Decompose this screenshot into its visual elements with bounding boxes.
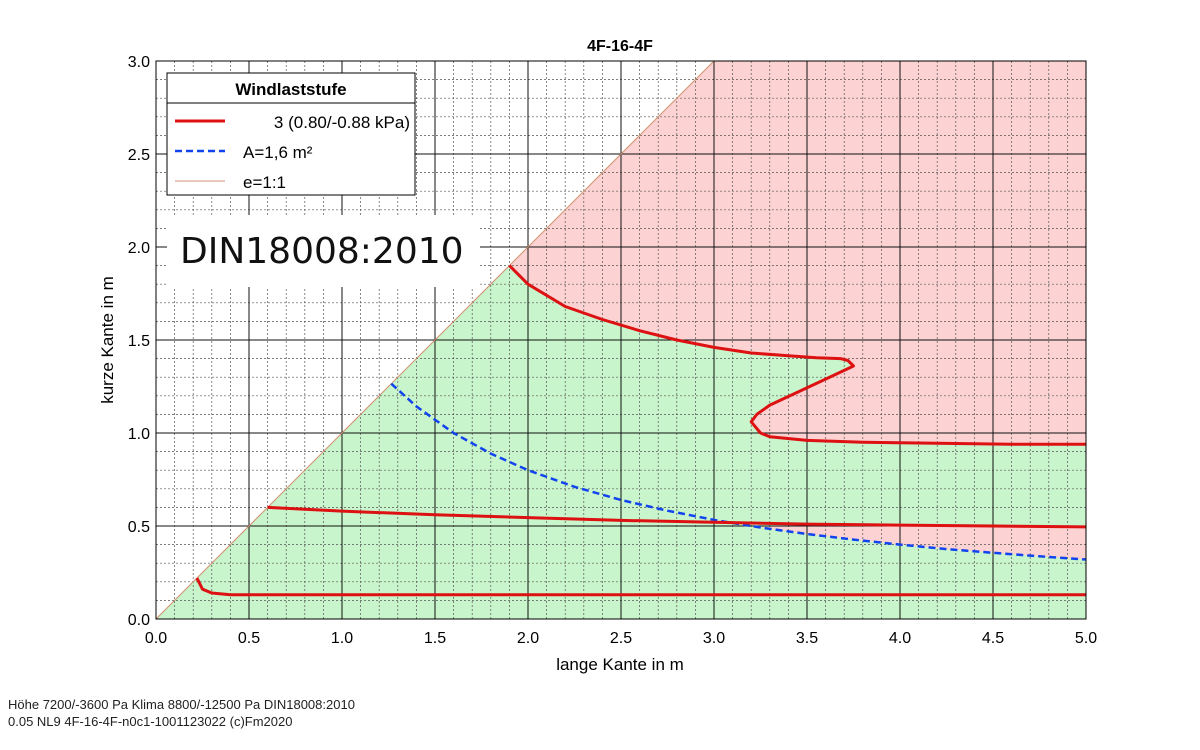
legend: Windlaststufe 3 (0.80/-0.88 kPa) A=1,6 m…	[166, 72, 416, 196]
legend-entry-diagonal: e=1:1	[243, 173, 286, 192]
y-axis-ticks: 0.0 0.5 1.0 1.5 2.0 2.5 3.0	[128, 54, 150, 629]
legend-entry-limit: 3 (0.80/-0.88 kPa)	[274, 113, 410, 132]
x-tick-label: 4.0	[889, 630, 911, 647]
x-tick-label: 2.0	[517, 630, 539, 647]
x-tick-label: 3.5	[796, 630, 818, 647]
legend-box	[166, 72, 416, 196]
x-tick-label: 0.5	[238, 630, 260, 647]
region-fail-lower	[760, 524, 1086, 560]
legend-title: Windlaststufe	[235, 80, 346, 99]
x-tick-label: 4.5	[982, 630, 1004, 647]
chart-title: 4F-16-4F	[587, 38, 653, 55]
legend-entry-area: A=1,6 m²	[243, 143, 313, 162]
x-tick-label: 2.5	[610, 630, 632, 647]
annotation-box	[167, 215, 480, 287]
y-axis-label: kurze Kante in m	[98, 276, 117, 404]
series-layer	[156, 61, 1086, 619]
y-tick-label: 1.5	[128, 333, 150, 350]
x-tick-label: 1.5	[424, 630, 446, 647]
footer-line-2: 0.05 NL9 4F-16-4F-n0c1-1001123022 (c)Fm2…	[8, 714, 293, 729]
y-tick-label: 2.5	[128, 147, 150, 164]
series-limit-line-1	[195, 577, 1086, 597]
footer-line-1: Höhe 7200/-3600 Pa Klima 8800/-12500 Pa …	[8, 697, 355, 712]
y-tick-label: 2.0	[128, 240, 150, 257]
series-limit-line-2	[267, 505, 1086, 529]
series-area-line	[390, 382, 1086, 561]
x-axis-label: lange Kante in m	[556, 655, 684, 674]
x-tick-label: 1.0	[331, 630, 353, 647]
region-fail-upper	[509, 61, 1086, 445]
y-tick-label: 3.0	[128, 54, 150, 71]
x-axis-ticks: 0.0 0.5 1.0 1.5 2.0 2.5 3.0 3.5 4.0 4.5 5.0	[145, 630, 1097, 647]
x-tick-label: 3.0	[703, 630, 725, 647]
y-tick-label: 1.0	[128, 426, 150, 443]
x-tick-label: 5.0	[1075, 630, 1097, 647]
x-tick-label: 0.0	[145, 630, 167, 647]
annotation-din: DIN18008:2010	[180, 231, 464, 272]
plot-frame	[155, 60, 1087, 620]
series-diagonal-line	[156, 61, 715, 619]
y-tick-label: 0.0	[128, 612, 150, 629]
series-limit-line-3	[508, 264, 1086, 446]
chart: 0.0 0.5 1.0 1.5 2.0 2.5 3.0 3.5 4.0 4.5 5.0 0.0 0.5…	[98, 38, 1097, 674]
y-tick-label: 0.5	[128, 519, 150, 536]
